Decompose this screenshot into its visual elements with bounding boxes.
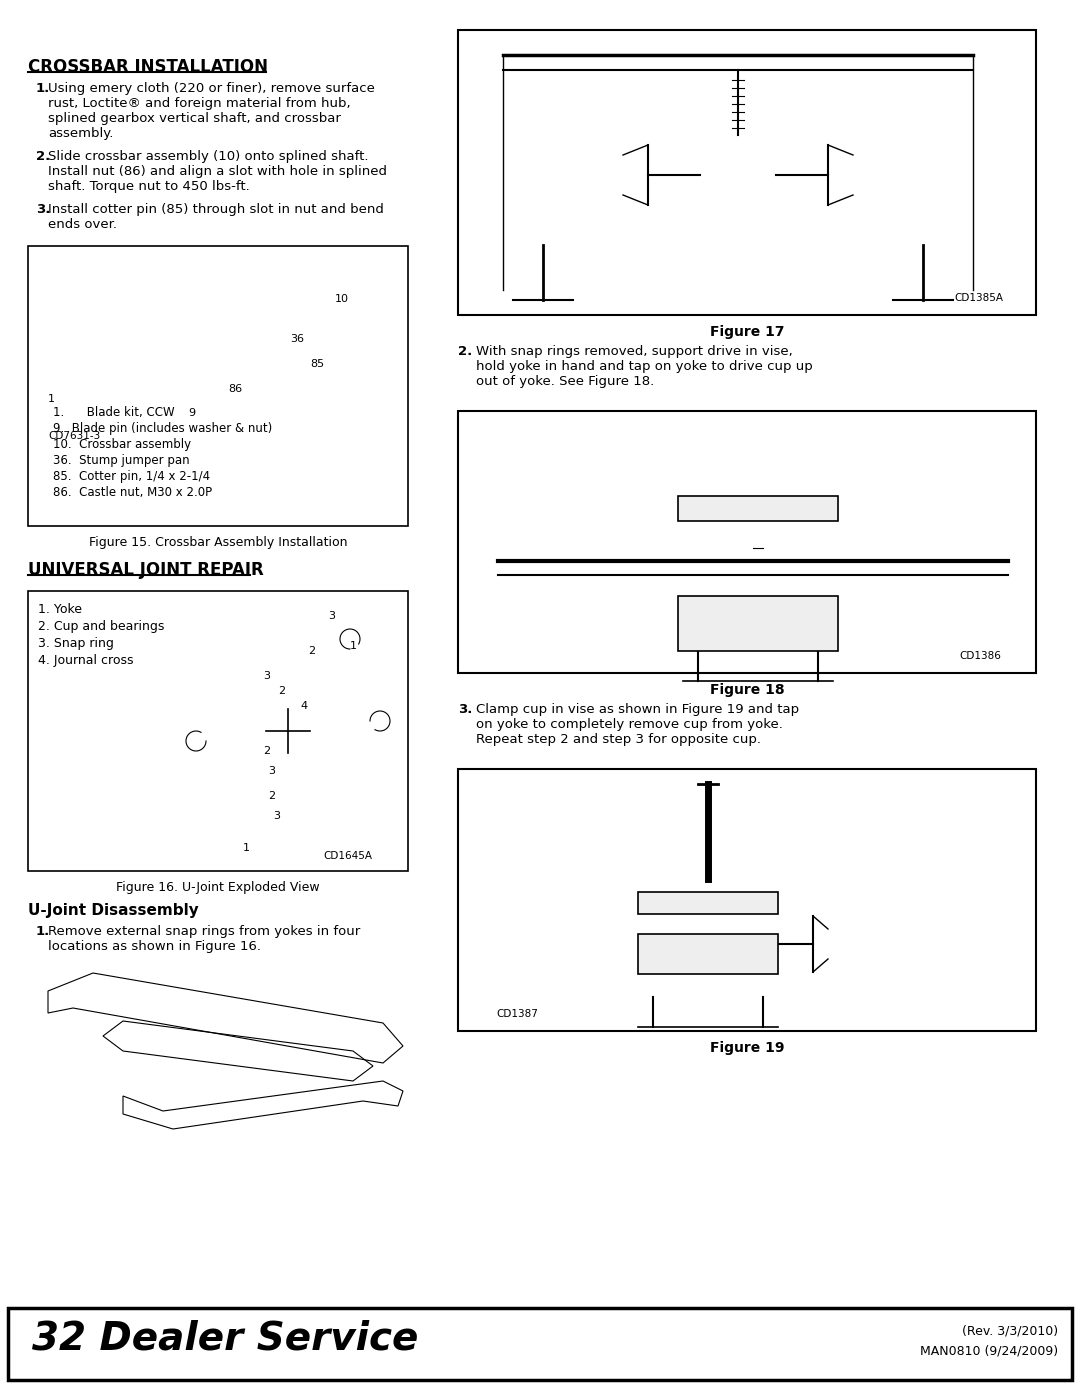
- Text: CD1386: CD1386: [959, 651, 1001, 661]
- Text: 3: 3: [328, 610, 335, 622]
- Text: Using emery cloth (220 or finer), remove surface
rust, Loctite® and foreign mate: Using emery cloth (220 or finer), remove…: [48, 82, 375, 140]
- Text: 9: 9: [188, 408, 195, 418]
- Bar: [8, 1308, 1072, 1380]
- Bar: [638, 893, 778, 914]
- Text: CD1645A: CD1645A: [323, 851, 372, 861]
- Text: 4: 4: [300, 701, 307, 711]
- Text: Remove external snap rings from yokes in four
locations as shown in Figure 16.: Remove external snap rings from yokes in…: [48, 925, 361, 953]
- Bar: [28, 591, 408, 870]
- Text: 9.  Blade pin (includes washer & nut): 9. Blade pin (includes washer & nut): [53, 422, 272, 434]
- Text: U-Joint Disassembly: U-Joint Disassembly: [28, 902, 199, 918]
- Text: Figure 19: Figure 19: [710, 1041, 784, 1055]
- Text: 36.  Stump jumper pan: 36. Stump jumper pan: [53, 454, 190, 467]
- Text: 10: 10: [335, 293, 349, 305]
- Text: 3: 3: [268, 766, 275, 775]
- Text: 1. Yoke: 1. Yoke: [38, 604, 82, 616]
- Text: 86: 86: [228, 384, 242, 394]
- Text: 32 Dealer Service: 32 Dealer Service: [32, 1320, 418, 1358]
- Text: UNIVERSAL JOINT REPAIR: UNIVERSAL JOINT REPAIR: [28, 562, 264, 578]
- Text: Figure 15. Crossbar Assembly Installation: Figure 15. Crossbar Assembly Installatio…: [89, 536, 348, 549]
- Text: 4. Journal cross: 4. Journal cross: [38, 654, 134, 666]
- Bar: [458, 29, 1036, 314]
- Text: CD1387: CD1387: [496, 1009, 538, 1018]
- Text: 1: 1: [350, 641, 357, 651]
- Text: Figure 17: Figure 17: [710, 326, 784, 339]
- Text: 85: 85: [310, 359, 324, 369]
- Text: CD1385A: CD1385A: [954, 293, 1003, 303]
- Circle shape: [285, 705, 291, 712]
- Text: 2.: 2.: [458, 345, 472, 358]
- Bar: [638, 935, 778, 974]
- Text: 10.  Crossbar assembly: 10. Crossbar assembly: [53, 439, 191, 451]
- Text: Clamp cup in vise as shown in Figure 19 and tap
on yoke to completely remove cup: Clamp cup in vise as shown in Figure 19 …: [476, 703, 799, 746]
- Text: 1: 1: [243, 842, 249, 854]
- Text: 2: 2: [264, 746, 270, 756]
- Text: Install cotter pin (85) through slot in nut and bend
ends over.: Install cotter pin (85) through slot in …: [48, 203, 383, 231]
- Bar: [678, 496, 838, 521]
- Text: 2: 2: [308, 645, 315, 657]
- Circle shape: [264, 728, 269, 733]
- Text: 1.      Blade kit, CCW: 1. Blade kit, CCW: [53, 407, 175, 419]
- Text: Figure 18: Figure 18: [710, 683, 784, 697]
- Text: 2. Cup and bearings: 2. Cup and bearings: [38, 620, 164, 633]
- Text: 36: 36: [291, 334, 303, 344]
- Text: With snap rings removed, support drive in vise,
hold yoke in hand and tap on yok: With snap rings removed, support drive i…: [476, 345, 813, 388]
- Text: Slide crossbar assembly (10) onto splined shaft.
Install nut (86) and align a sl: Slide crossbar assembly (10) onto spline…: [48, 149, 387, 193]
- Text: 85.  Cotter pin, 1/4 x 2-1/4: 85. Cotter pin, 1/4 x 2-1/4: [53, 469, 211, 483]
- Circle shape: [307, 728, 313, 733]
- Text: 3.: 3.: [36, 203, 51, 217]
- Text: (Rev. 3/3/2010): (Rev. 3/3/2010): [962, 1324, 1058, 1337]
- Text: 1.: 1.: [36, 82, 51, 95]
- Text: 3: 3: [273, 812, 280, 821]
- Text: 2: 2: [278, 686, 285, 696]
- Text: 2: 2: [268, 791, 275, 800]
- Text: 3.: 3.: [458, 703, 472, 717]
- Text: 1.: 1.: [36, 925, 51, 937]
- Bar: [678, 597, 838, 651]
- Text: 3. Snap ring: 3. Snap ring: [38, 637, 113, 650]
- Text: 86.  Castle nut, M30 x 2.0P: 86. Castle nut, M30 x 2.0P: [53, 486, 212, 499]
- Text: MAN0810 (9/24/2009): MAN0810 (9/24/2009): [920, 1344, 1058, 1356]
- Text: 1: 1: [48, 394, 55, 404]
- Text: 2.: 2.: [36, 149, 51, 163]
- Circle shape: [285, 750, 291, 756]
- Bar: [458, 768, 1036, 1031]
- Text: Figure 16. U-Joint Exploded View: Figure 16. U-Joint Exploded View: [117, 882, 320, 894]
- Text: CROSSBAR INSTALLATION: CROSSBAR INSTALLATION: [28, 59, 268, 75]
- Text: CD7631-3: CD7631-3: [48, 432, 100, 441]
- Bar: [458, 411, 1036, 673]
- Bar: [28, 246, 408, 527]
- Text: 3: 3: [264, 671, 270, 680]
